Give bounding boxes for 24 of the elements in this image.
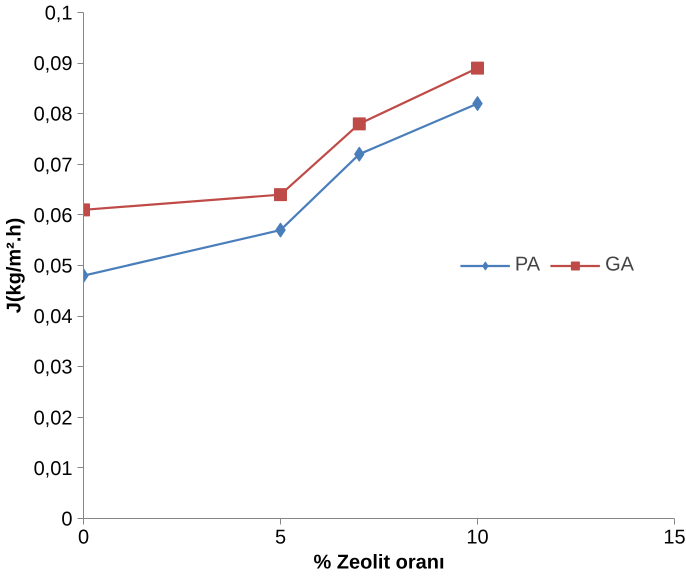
y-tick-label: 0,08 [34, 104, 73, 126]
x-tick-label: 0 [78, 526, 90, 548]
y-tick-label: 0 [61, 508, 72, 530]
y-tick-label: 0,1 [44, 2, 73, 24]
y-tick-label: 0,02 [34, 407, 73, 430]
x-tick-label: 10 [466, 526, 489, 548]
y-axis-title: J(kg/m².h) [4, 218, 26, 314]
y-tick-label: 0,04 [34, 306, 73, 328]
x-axis-title: % Zeolit oranı [313, 552, 445, 574]
point [275, 222, 286, 238]
point [274, 188, 287, 202]
y-tick-label: 0,03 [34, 356, 73, 379]
y-tick-label: 0,05 [34, 256, 73, 278]
y-tick-label: 0,01 [34, 458, 73, 480]
point [352, 117, 366, 130]
x-tick-label: 15 [663, 526, 686, 548]
legend-label: GA [605, 254, 634, 276]
y-tick-label: 0,07 [34, 154, 73, 176]
point [471, 62, 484, 75]
legend-label: PA [514, 254, 540, 276]
y-tick-label: 0,09 [34, 53, 73, 76]
y-tick-label: 0,06 [34, 204, 73, 227]
point [472, 96, 483, 112]
x-tick-label: 5 [274, 526, 286, 548]
